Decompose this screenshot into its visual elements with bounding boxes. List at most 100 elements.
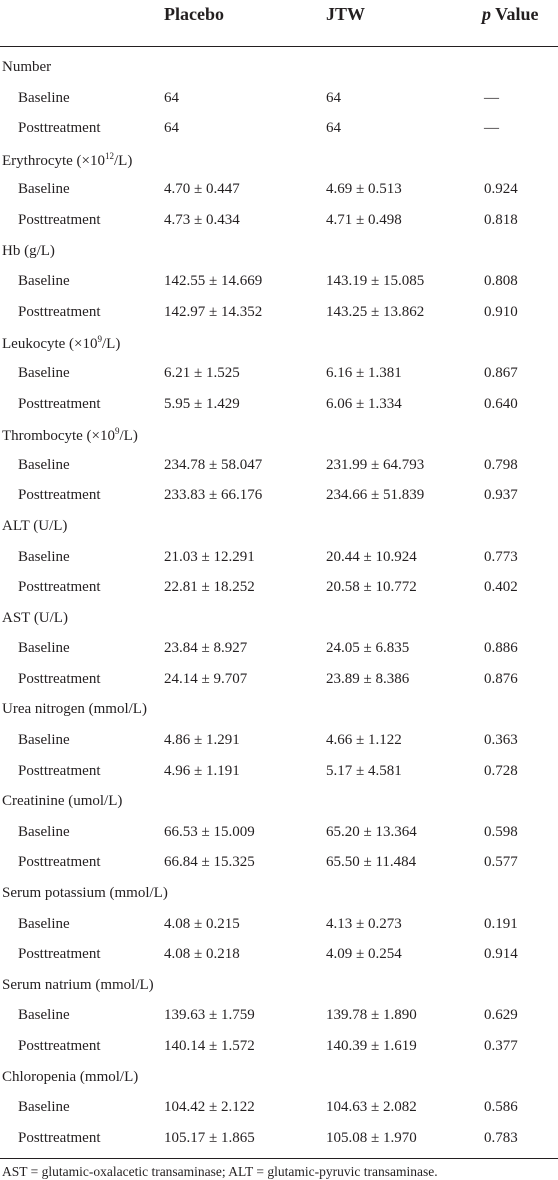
p-value: 0.910	[484, 303, 518, 320]
table-row: Posttreatment 4.96 ± 1.191 5.17 ± 4.581 0.7…	[0, 757, 558, 788]
placebo-value: 21.03 ± 12.291	[164, 548, 255, 565]
table-footnote: AST = glutamic-oxalacetic transaminase; …	[2, 1164, 438, 1180]
group-title: Creatinine (umol/L)	[2, 793, 123, 810]
jtw-value: 104.63 ± 2.082	[326, 1099, 417, 1116]
placebo-value: 4.70 ± 0.447	[164, 181, 240, 198]
table-row: Posttreatment 140.14 ± 1.572 140.39 ± 1.61…	[0, 1032, 558, 1063]
row-label: Baseline	[18, 640, 70, 657]
row-label: Posttreatment	[18, 303, 101, 320]
group-title-text: Erythrocyte (×10	[2, 152, 106, 169]
jtw-value: 143.19 ± 15.085	[326, 273, 425, 290]
table-row: Baseline 139.63 ± 1.759 139.78 ± 1.890 0.62…	[0, 1001, 558, 1032]
placebo-value: 24.14 ± 9.707	[164, 670, 248, 687]
p-value: 0.640	[484, 395, 518, 412]
p-value: 0.629	[484, 1007, 518, 1024]
jtw-value: 140.39 ± 1.619	[326, 1038, 417, 1054]
jtw-value: 234.66 ± 51.839	[326, 487, 425, 504]
bottom-rule	[0, 1158, 558, 1160]
p-value: 0.773	[484, 548, 518, 565]
row-label: Posttreatment	[18, 1038, 101, 1054]
placebo-value: 142.55 ± 14.669	[164, 273, 263, 290]
p-value: 0.914	[484, 946, 518, 963]
p-value: 0.783	[484, 1129, 518, 1146]
value-word: Value	[491, 4, 539, 24]
placebo-value: 64	[164, 120, 179, 137]
group-header-row: Urea nitrogen (mmol/L)	[0, 695, 558, 726]
group-title: AST (U/L)	[2, 609, 68, 626]
placebo-value: 4.86 ± 1.291	[164, 732, 240, 749]
p-value: 0.363	[484, 732, 518, 749]
group-title-text: Thrombocyte (×10	[2, 428, 116, 445]
row-label: Posttreatment	[18, 762, 101, 779]
placebo-value: 142.97 ± 14.352	[164, 303, 263, 320]
placebo-value: 22.81 ± 18.252	[164, 579, 255, 596]
p-value: 0.577	[484, 854, 518, 871]
row-label: Posttreatment	[18, 395, 101, 412]
group-title-exponent: 9	[97, 334, 103, 345]
row-label: Posttreatment	[18, 1129, 101, 1146]
column-header-jtw: JTW	[326, 4, 366, 24]
table-row: Posttreatment 105.17 ± 1.865 105.08 ± 1.97…	[0, 1124, 558, 1155]
group-header-row: Chloropenia (mmol/L)	[0, 1063, 558, 1094]
group-header-row: ALT (U/L)	[0, 512, 558, 543]
group-title: Urea nitrogen (mmol/L)	[2, 701, 147, 718]
group-header-row: AST (U/L)	[0, 604, 558, 635]
placebo-value: 233.83 ± 66.176	[164, 487, 263, 504]
table-row: Posttreatment 64 64 —	[0, 114, 558, 145]
table-row: Posttreatment 5.95 ± 1.429 6.06 ± 1.334 0.6…	[0, 390, 558, 421]
row-label: Baseline	[18, 89, 70, 106]
table-row: Baseline 4.08 ± 0.215 4.13 ± 0.273 0.191	[0, 910, 558, 941]
placebo-value: 64	[164, 89, 179, 106]
row-label: Posttreatment	[18, 670, 101, 687]
group-header-row: Serum natrium (mmol/L)	[0, 971, 558, 1002]
group-title: Serum potassium (mmol/L)	[2, 885, 168, 902]
group-title: Serum natrium (mmol/L)	[2, 976, 154, 993]
placebo-value: 4.73 ± 0.434	[164, 211, 240, 228]
table-row: Baseline 234.78 ± 58.047 231.99 ± 64.793 0.…	[0, 451, 558, 482]
table-row: Baseline 142.55 ± 14.669 143.19 ± 15.085 0.…	[0, 267, 558, 298]
group-title: Hb (g/L)	[2, 242, 55, 259]
placebo-value: 66.53 ± 15.009	[164, 823, 255, 840]
group-title-unit: /L)	[114, 152, 133, 169]
table-row: Baseline 64 64 —	[0, 84, 558, 115]
row-label: Baseline	[18, 364, 70, 381]
table-row: Posttreatment 24.14 ± 9.707 23.89 ± 8.386 0…	[0, 665, 558, 696]
group-title-exponent: 9	[115, 426, 120, 437]
jtw-value: 64	[326, 120, 341, 137]
table-row: Baseline 6.21 ± 1.525 6.16 ± 1.381 0.867	[0, 359, 558, 390]
p-value: 0.867	[484, 364, 518, 381]
jtw-value: 24.05 ± 6.835	[326, 640, 410, 657]
group-title: ALT (U/L)	[2, 517, 68, 534]
row-label: Baseline	[18, 823, 70, 840]
placebo-value: 66.84 ± 15.325	[164, 854, 255, 871]
jtw-value: 6.16 ± 1.381	[326, 364, 402, 381]
p-value: 0.818	[484, 211, 518, 228]
p-value: 0.886	[484, 640, 518, 657]
row-label: Baseline	[18, 915, 70, 932]
jtw-value: 4.09 ± 0.254	[326, 946, 402, 963]
group-title-exponent: 12	[105, 150, 115, 161]
p-symbol: p	[482, 4, 491, 24]
p-value: 0.937	[484, 487, 518, 504]
row-label: Baseline	[18, 456, 70, 473]
p-value: 0.377	[484, 1038, 518, 1054]
row-label: Posttreatment	[18, 579, 101, 596]
jtw-value: 6.06 ± 1.334	[326, 395, 402, 412]
jtw-value: 139.78 ± 1.890	[326, 1007, 417, 1024]
jtw-value: 143.25 ± 13.862	[326, 303, 425, 320]
jtw-value: 20.44 ± 10.924	[326, 548, 417, 565]
placebo-value: 6.21 ± 1.525	[164, 364, 240, 381]
row-label: Baseline	[18, 1099, 70, 1116]
placebo-value: 5.95 ± 1.429	[164, 395, 240, 412]
p-value: 0.924	[484, 181, 518, 198]
group-title: Chloropenia (mmol/L)	[2, 1068, 139, 1085]
jtw-value: 5.17 ± 4.581	[326, 762, 402, 779]
placebo-value: 140.14 ± 1.572	[164, 1038, 255, 1054]
p-value: 0.876	[484, 670, 518, 687]
table-row: Baseline 4.86 ± 1.291 4.66 ± 1.122 0.363	[0, 726, 558, 757]
group-title: Number	[2, 59, 52, 75]
placebo-value: 4.08 ± 0.218	[164, 946, 240, 963]
column-header-placebo: Placebo	[164, 4, 224, 24]
jtw-value: 20.58 ± 10.772	[326, 579, 417, 596]
table-header: Placebo JTW p Value	[0, 0, 558, 47]
